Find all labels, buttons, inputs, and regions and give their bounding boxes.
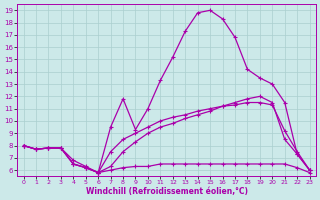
X-axis label: Windchill (Refroidissement éolien,°C): Windchill (Refroidissement éolien,°C) [85,187,248,196]
